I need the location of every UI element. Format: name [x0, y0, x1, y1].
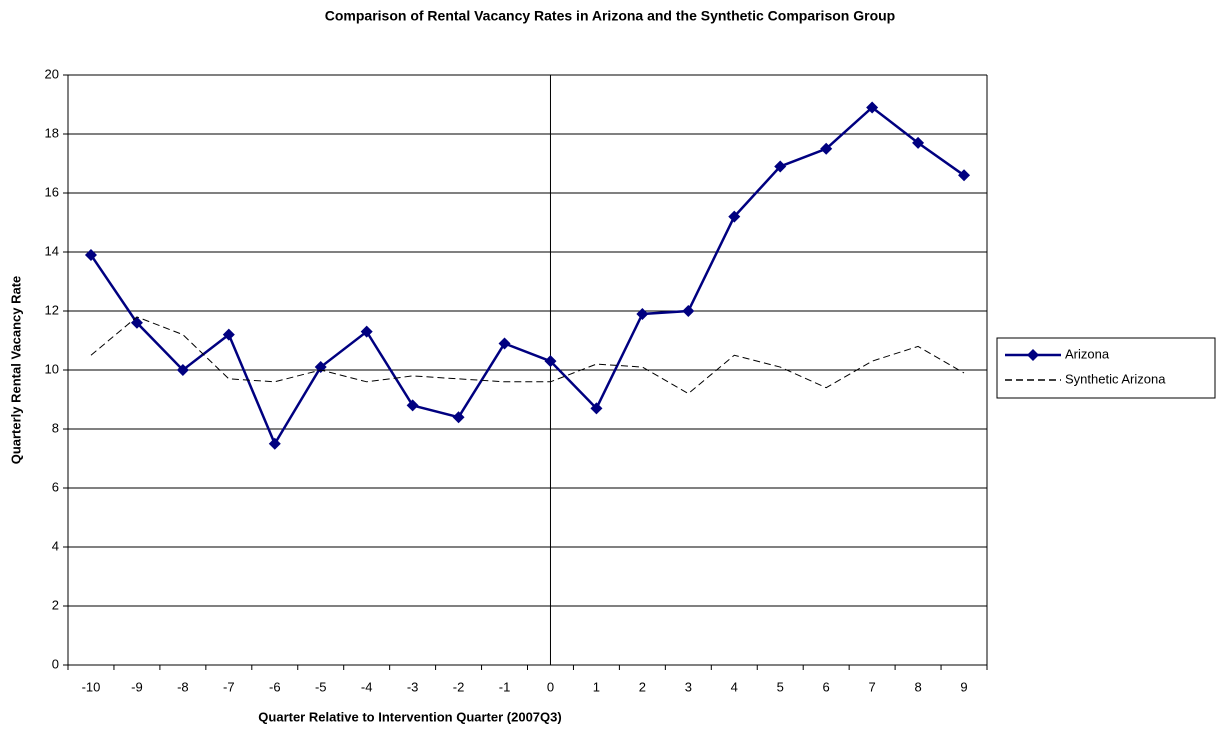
y-tick-label: 10	[45, 361, 59, 376]
series-line	[90, 316, 965, 395]
y-tick-label: 18	[45, 125, 59, 140]
x-tick-label: 0	[547, 679, 554, 694]
data-point	[820, 142, 833, 155]
data-point	[958, 169, 971, 182]
y-tick-label: 8	[52, 420, 59, 435]
x-tick-label: -8	[177, 679, 189, 694]
data-point	[774, 160, 787, 173]
x-tick-label: 1	[593, 679, 600, 694]
data-point	[544, 355, 557, 368]
legend-label: Synthetic Arizona	[1065, 371, 1166, 386]
data-point	[866, 101, 879, 114]
data-point	[728, 210, 741, 223]
y-tick-label: 6	[52, 479, 59, 494]
data-point	[222, 328, 235, 341]
data-point	[360, 325, 373, 338]
data-point	[84, 248, 97, 261]
x-tick-label: 8	[914, 679, 921, 694]
legend-box	[996, 337, 1216, 399]
y-tick-label: 4	[52, 538, 59, 553]
x-tick-label: 2	[639, 679, 646, 694]
data-point	[498, 337, 511, 350]
y-tick-label: 2	[52, 597, 59, 612]
chart-title: Comparison of Rental Vacancy Rates in Ar…	[325, 8, 895, 24]
data-point	[406, 399, 419, 412]
y-tick-label: 16	[45, 184, 59, 199]
y-tick-label: 20	[45, 66, 59, 81]
x-tick-label: -9	[131, 679, 143, 694]
x-tick-label: 6	[823, 679, 830, 694]
data-point	[912, 136, 925, 149]
x-tick-label: 3	[685, 679, 692, 694]
data-point	[176, 364, 189, 376]
series-line	[89, 105, 965, 447]
x-tick-label: 7	[869, 679, 876, 694]
data-point	[682, 305, 695, 317]
x-tick-label: 4	[731, 679, 738, 694]
x-tick-label: -3	[407, 679, 419, 694]
x-tick-label: 5	[777, 679, 784, 694]
data-point	[314, 361, 327, 374]
y-tick-label: 14	[45, 243, 59, 258]
legend-label: Arizona	[1065, 346, 1110, 361]
x-tick-label: -1	[499, 679, 511, 694]
y-tick-label: 0	[52, 656, 59, 671]
x-axis-label: Quarter Relative to Intervention Quarter…	[258, 709, 561, 724]
x-tick-label: -5	[315, 679, 327, 694]
y-axis-label: Quarterly Rental Vacancy Rate	[8, 276, 23, 465]
x-tick-label: -7	[223, 679, 235, 694]
data-point	[268, 437, 281, 450]
legend-marker	[1027, 349, 1039, 361]
x-tick-label: -4	[361, 679, 373, 694]
x-tick-label: -2	[453, 679, 465, 694]
data-point	[636, 307, 649, 320]
x-tick-label: -10	[82, 679, 101, 694]
y-tick-label: 12	[45, 302, 59, 317]
data-point	[452, 411, 465, 424]
x-tick-label: 9	[960, 679, 967, 694]
x-tick-label: -6	[269, 679, 281, 694]
data-point	[590, 402, 603, 415]
